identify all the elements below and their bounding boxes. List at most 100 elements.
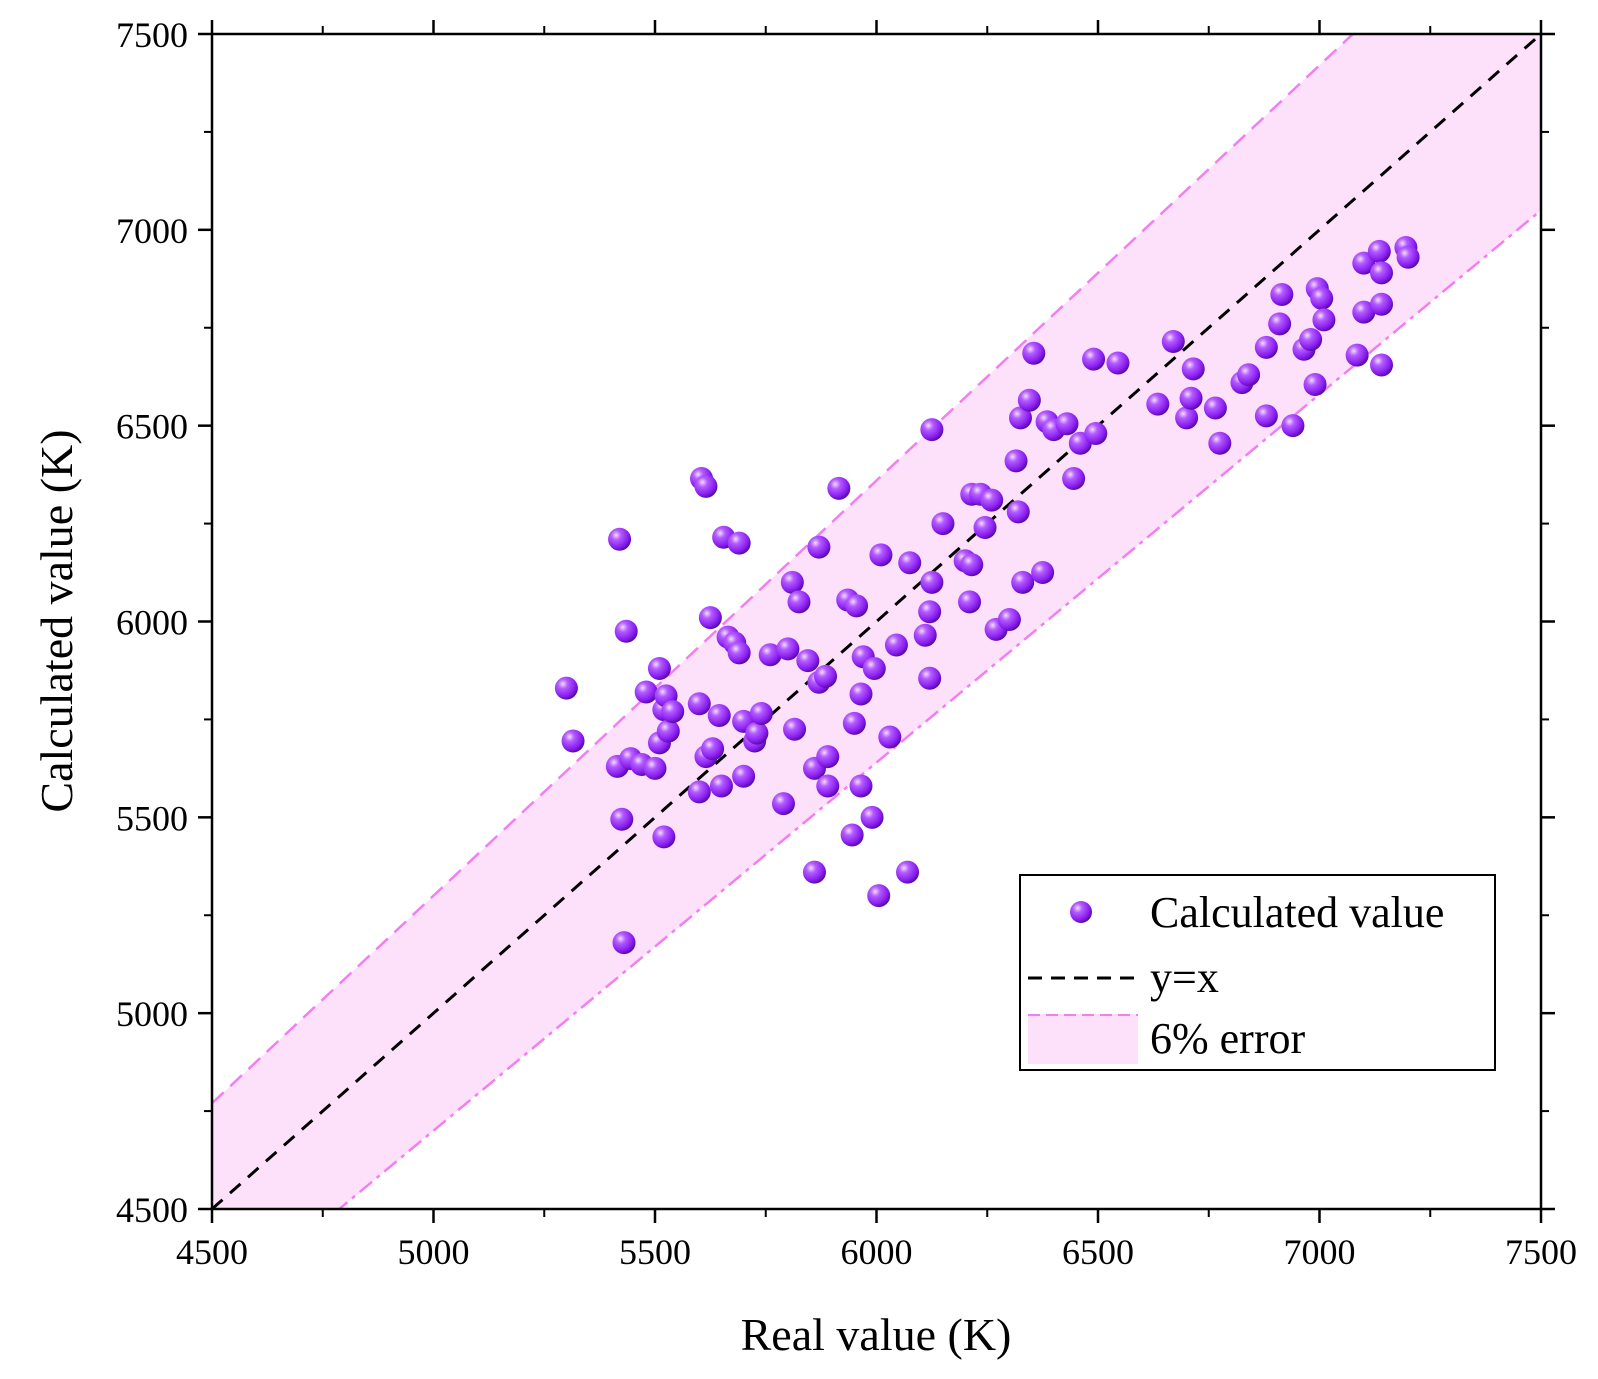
data-point: [960, 553, 984, 577]
data-point: [1203, 396, 1227, 420]
identity-line: [212, 34, 1541, 1209]
data-point: [694, 474, 718, 498]
data-point: [1084, 422, 1108, 445]
data-point: [1310, 286, 1334, 310]
data-point: [816, 774, 840, 798]
data-point: [920, 418, 944, 442]
data-point: [1006, 500, 1030, 524]
data-point: [1352, 300, 1376, 324]
data-point: [802, 860, 826, 884]
data-point: [1254, 335, 1278, 359]
data-point: [1237, 363, 1261, 387]
data-point: [1146, 392, 1170, 416]
data-point: [727, 641, 751, 665]
data-point: [1022, 341, 1046, 365]
data-point: [561, 729, 585, 753]
y-tick-label: 6000: [116, 603, 188, 643]
data-point: [1370, 353, 1394, 377]
y-tick-label: 7000: [116, 211, 188, 251]
data-point: [840, 823, 864, 847]
data-point: [1017, 388, 1041, 412]
data-point: [783, 717, 807, 741]
data-point: [656, 719, 680, 743]
data-point: [816, 745, 840, 769]
data-point: [652, 825, 676, 849]
data-point: [796, 649, 820, 673]
axis-ticks: 4500 5000 5500 6000 6500 7000 7500 4500 5000 5500…: [116, 15, 1577, 1272]
legend: Calculated value y=x 6% error: [1019, 874, 1496, 1071]
data-point: [634, 680, 658, 704]
data-point: [1011, 570, 1035, 594]
data-point: [612, 931, 636, 955]
data-point: [827, 476, 851, 500]
data-point: [661, 700, 685, 724]
data-point: [920, 570, 944, 594]
data-point: [1031, 561, 1055, 585]
data-point: [1303, 373, 1327, 397]
data-point: [1367, 239, 1391, 263]
data-point: [614, 619, 638, 643]
x-tick-label: 4500: [176, 1232, 248, 1272]
data-point: [1396, 245, 1420, 269]
data-point: [896, 860, 920, 884]
data-point: [1268, 312, 1292, 336]
data-point: [878, 725, 902, 749]
legend-label-error-band: 6% error: [1150, 1014, 1305, 1063]
x-tick-label: 6500: [1062, 1232, 1134, 1272]
data-point: [727, 531, 751, 555]
data-point: [918, 666, 942, 690]
data-point: [973, 516, 997, 539]
y-axis-title: Calculated value (K): [31, 429, 82, 812]
data-point: [884, 633, 908, 657]
data-point: [787, 590, 811, 614]
data-point: [745, 721, 769, 745]
data-point: [610, 807, 634, 831]
data-point: [732, 764, 756, 788]
data-point: [709, 774, 733, 798]
data-point: [842, 711, 866, 735]
x-tick-label: 7000: [1284, 1232, 1356, 1272]
data-point: [758, 643, 782, 667]
data-point: [849, 774, 873, 798]
data-point: [643, 756, 667, 780]
data-point: [1004, 449, 1028, 473]
data-point: [845, 594, 869, 618]
legend-marker-error-band: [1028, 1014, 1138, 1064]
data-point: [749, 702, 773, 726]
error-band-upper-edge: [212, 34, 1355, 1105]
data-point: [1370, 292, 1394, 316]
data-point: [1179, 386, 1203, 410]
data-point: [1106, 351, 1130, 375]
data-point: [701, 737, 725, 761]
data-point: [958, 590, 982, 614]
data-point: [913, 623, 937, 647]
identity-line-group: [212, 34, 1541, 1209]
data-point: [898, 551, 922, 575]
y-tick-label: 7500: [116, 15, 188, 55]
x-tick-label: 5500: [619, 1232, 691, 1272]
data-point: [849, 682, 873, 706]
data-point: [707, 704, 731, 727]
data-point: [771, 792, 795, 816]
data-point: [554, 676, 578, 700]
legend-label-points: Calculated value: [1150, 888, 1444, 937]
data-point: [1281, 414, 1305, 438]
data-point: [1062, 467, 1086, 491]
data-point: [1055, 412, 1079, 436]
data-point: [687, 692, 711, 716]
data-point: [1082, 347, 1106, 371]
data-point: [1270, 282, 1294, 306]
data-point: [608, 527, 632, 551]
x-axis-title: Real value (K): [741, 1309, 1012, 1360]
x-tick-label: 6000: [841, 1232, 913, 1272]
data-point: [1312, 308, 1336, 332]
data-point: [1254, 404, 1278, 428]
y-tick-label: 4500: [116, 1190, 188, 1230]
data-point: [869, 543, 893, 567]
x-tick-label: 5000: [398, 1232, 470, 1272]
legend-marker-points: [1070, 901, 1092, 923]
data-point: [647, 657, 671, 680]
data-point: [867, 884, 891, 908]
data-point: [1345, 343, 1369, 367]
data-point: [687, 780, 711, 804]
